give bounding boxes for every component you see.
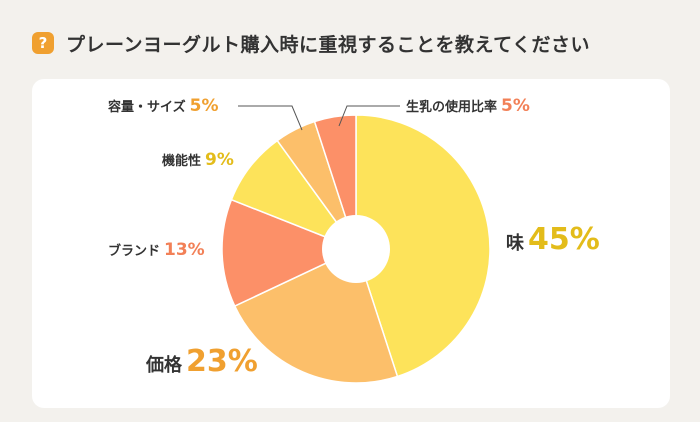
slice-value-price: 23% (186, 344, 258, 379)
leader-raw-milk (338, 105, 400, 127)
slice-value-brand: 13% (164, 240, 205, 260)
label-taste: 味 45% (506, 222, 600, 257)
slice-name-raw-milk: 生乳の使用比率 (406, 100, 498, 115)
slice-raw-milk (313, 114, 357, 250)
label-price: 価格 23% (146, 344, 258, 379)
slice-name-price: 価格 (146, 355, 182, 376)
page-title: プレーンヨーグルト購入時に重視することを教えてください (66, 33, 591, 56)
slice-taste (355, 114, 491, 378)
label-brand: ブランド 13% (108, 240, 205, 260)
chart-header: ? プレーンヨーグルト購入時に重視することを教えてください (32, 28, 590, 58)
label-raw-milk: 生乳の使用比率 5% (406, 96, 530, 116)
label-function: 機能性 9% (162, 150, 234, 170)
slice-value-capacity: 5% (189, 96, 219, 116)
slice-name-capacity: 容量・サイズ (108, 100, 186, 115)
question-icon: ? (32, 32, 54, 54)
slice-brand (221, 198, 358, 308)
leader-capacity (238, 105, 303, 131)
label-capacity: 容量・サイズ 5% (108, 96, 219, 116)
slice-name-brand: ブランド (108, 244, 161, 259)
slice-name-function: 機能性 (162, 154, 202, 169)
slice-name-taste: 味 (506, 233, 524, 254)
donut-hole (322, 215, 390, 283)
slice-value-function: 9% (205, 150, 234, 170)
slice-value-raw-milk: 5% (501, 96, 530, 116)
slice-value-taste: 45% (528, 222, 600, 257)
